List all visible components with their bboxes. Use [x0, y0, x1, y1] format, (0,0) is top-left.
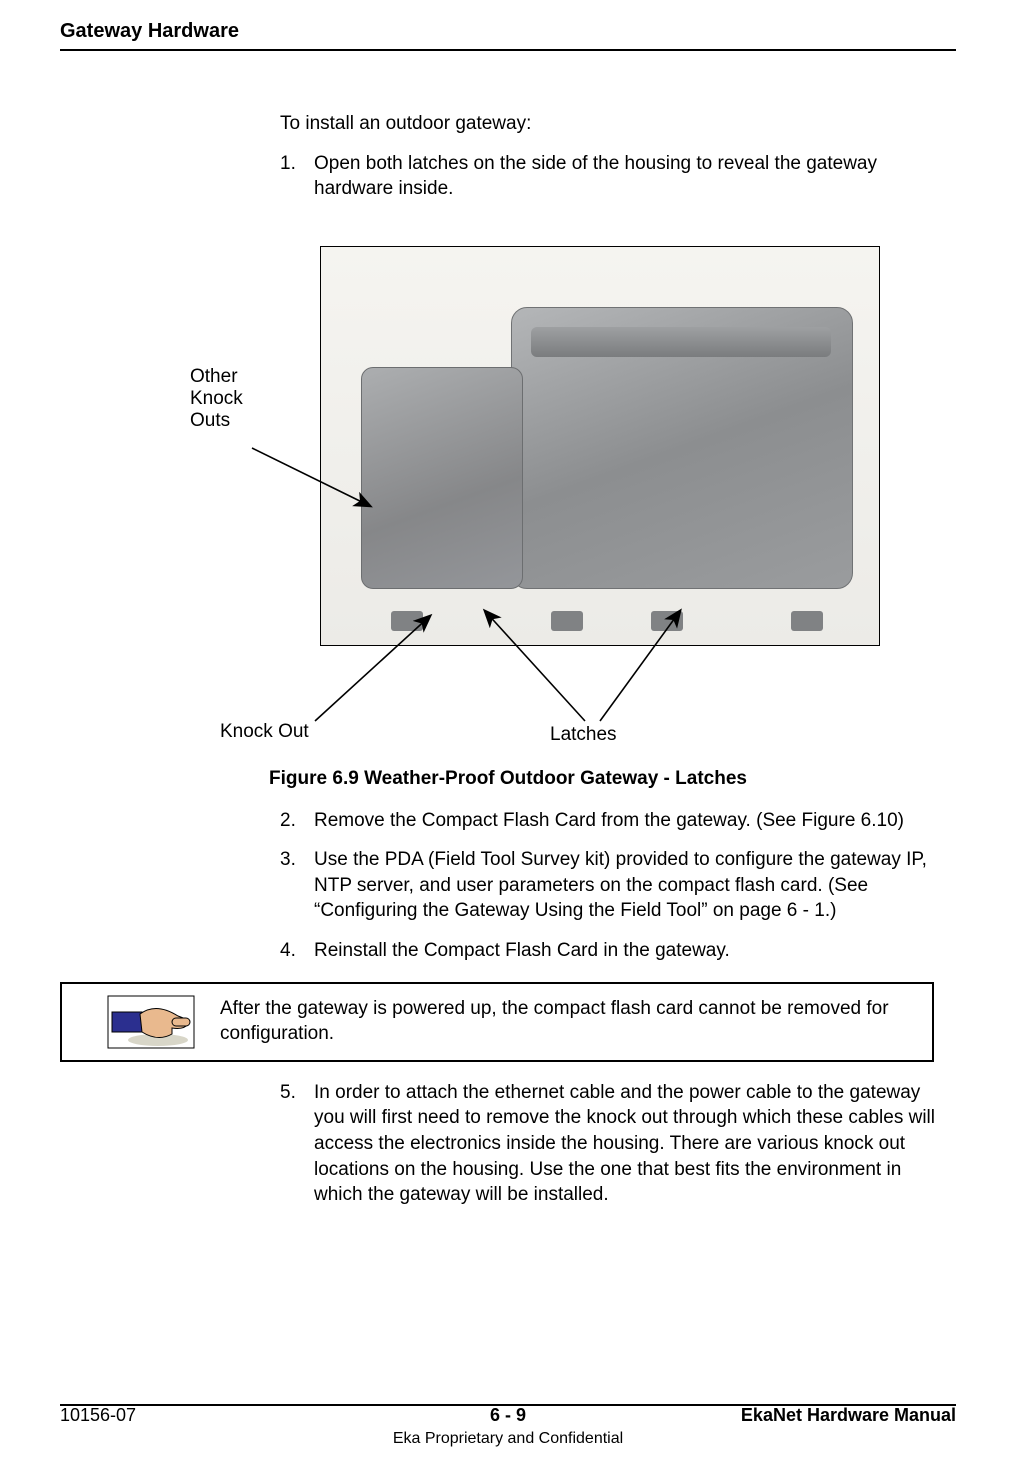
- figure-6-9: Other Knock Outs Knock Out Latches: [60, 216, 956, 756]
- step-3: 3. Use the PDA (Field Tool Survey kit) p…: [280, 847, 936, 924]
- step-number: 2.: [280, 808, 314, 834]
- step-text: Reinstall the Compact Flash Card in the …: [314, 938, 936, 964]
- footer: 10156-07 6 - 9 EkaNet Hardware Manual Ek…: [60, 1405, 956, 1448]
- header-title: Gateway Hardware: [60, 20, 956, 49]
- footer-sub: Eka Proprietary and Confidential: [60, 1430, 956, 1448]
- content-block: To install an outdoor gateway: 1. Open b…: [280, 111, 936, 1208]
- step-2: 2. Remove the Compact Flash Card from th…: [280, 808, 936, 834]
- page: Gateway Hardware To install an outdoor g…: [0, 0, 1016, 1476]
- footer-center: 6 - 9: [60, 1405, 956, 1426]
- step-number: 5.: [280, 1080, 314, 1208]
- step-text: In order to attach the ethernet cable an…: [314, 1080, 936, 1208]
- step-text: Open both latches on the side of the hou…: [314, 151, 936, 202]
- step-number: 3.: [280, 847, 314, 924]
- note-text: After the gateway is powered up, the com…: [220, 994, 918, 1047]
- step-number: 1.: [280, 151, 314, 202]
- intro-text: To install an outdoor gateway:: [280, 111, 936, 137]
- annotation-arrows: [60, 216, 956, 756]
- note-box: After the gateway is powered up, the com…: [60, 982, 934, 1062]
- step-number: 4.: [280, 938, 314, 964]
- pointing-hand-icon: [106, 994, 196, 1050]
- header-rule: [60, 49, 956, 51]
- step-4: 4. Reinstall the Compact Flash Card in t…: [280, 938, 936, 964]
- figure-caption: Figure 6.9 Weather-Proof Outdoor Gateway…: [60, 766, 956, 792]
- step-1: 1. Open both latches on the side of the …: [280, 151, 936, 202]
- step-5: 5. In order to attach the ethernet cable…: [280, 1080, 936, 1208]
- step-text: Use the PDA (Field Tool Survey kit) prov…: [314, 847, 936, 924]
- step-text: Remove the Compact Flash Card from the g…: [314, 808, 936, 834]
